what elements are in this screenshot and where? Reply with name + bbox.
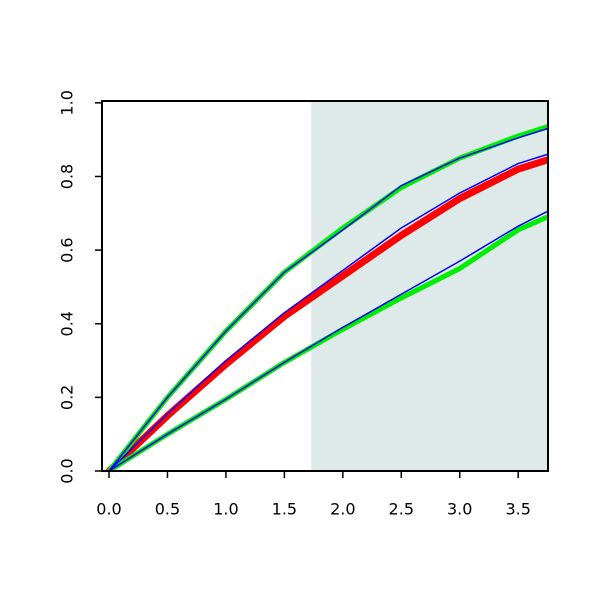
x-tick-label: 2.5 [389,500,414,519]
y-tick-label: 0.4 [58,311,77,336]
y-tick-label: 0.2 [58,385,77,410]
x-tick-label: 2.0 [330,500,355,519]
y-tick-label: 0.6 [58,237,77,262]
y-tick-label: 0.8 [58,164,77,189]
x-tick-label: 0.5 [155,500,180,519]
x-tick-label: 3.5 [505,500,530,519]
y-tick-label: 1.0 [58,90,77,115]
plot-frame [101,100,549,472]
y-tick-label: 0.0 [58,458,77,483]
x-tick-label: 0.0 [96,500,121,519]
x-tick-label: 1.5 [272,500,297,519]
x-tick-label: 1.0 [213,500,238,519]
series-line [108,153,548,471]
x-tick-label: 3.0 [447,500,472,519]
series-line [108,127,548,471]
series-line [108,210,548,471]
series-line [105,156,548,471]
